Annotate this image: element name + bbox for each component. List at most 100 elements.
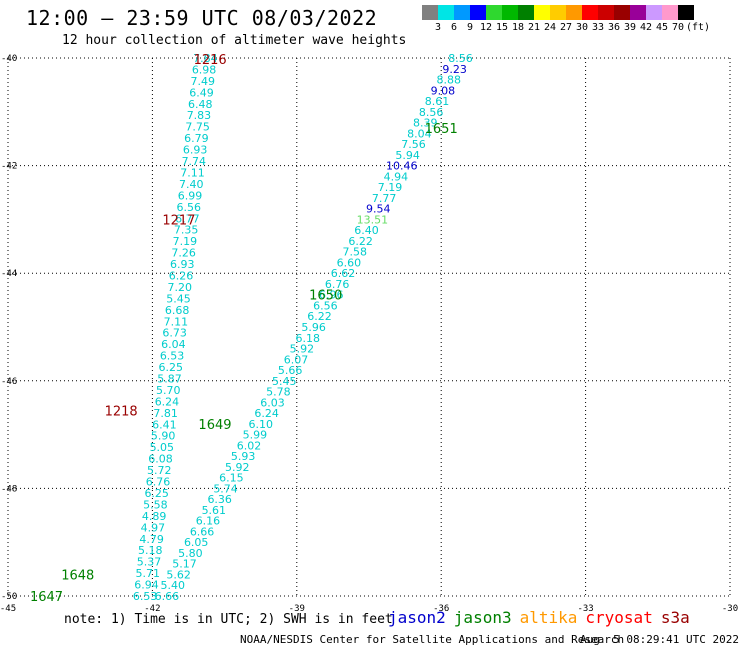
wave-height-label: 8.56 [448, 52, 473, 65]
colorbar-swatch [550, 5, 566, 20]
wave-height-label: 6.68 [165, 304, 190, 317]
colorbar-label: 33 [591, 22, 605, 33]
colorbar-label: 15 [495, 22, 509, 33]
wave-height-label: 5.45 [166, 292, 191, 305]
time-label: 1648 [61, 568, 94, 583]
y-tick-label: -46 [1, 377, 17, 387]
wave-height-label: 6.03 [260, 396, 285, 409]
wave-height-label: 7.49 [191, 75, 216, 88]
wave-height-label: 6.25 [144, 487, 169, 500]
mission-legend-item: cryosat [585, 608, 653, 627]
wave-height-label: 6.60 [337, 256, 362, 269]
wave-height-label: 9.08 [431, 84, 456, 97]
wave-height-label: 6.53 [160, 350, 185, 363]
wave-height-label: 7.19 [173, 235, 198, 248]
wave-height-label: 6.40 [354, 224, 379, 237]
wave-height-label: 6.93 [170, 258, 195, 271]
wave-height-label: 6.56 [313, 299, 338, 312]
wave-height-label: 5.18 [138, 544, 163, 557]
time-label: 1647 [30, 590, 63, 605]
colorbar-label: 21 [527, 22, 541, 33]
colorbar-swatch [678, 5, 694, 20]
axis-tick-labels: -45 -42 -39 -36 -33 -30 -40 -42 -44 -46 -48 -50 [0, 54, 738, 614]
wave-height-label: 6.76 [325, 278, 350, 291]
colorbar-label: 9 [466, 22, 474, 33]
colorbar-swatch [614, 5, 630, 20]
wave-height-label: 5.90 [151, 430, 176, 443]
wave-height-label: 6.94 [134, 579, 159, 592]
mission-legend-item: altika [519, 608, 578, 627]
wave-height-label: 6.62 [331, 267, 356, 280]
colorbar-label: 70 [671, 22, 685, 33]
wave-height-label: 6.49 [189, 86, 214, 99]
wave-height-label: 6.24 [254, 407, 279, 420]
wave-height-label: 6.66 [155, 590, 180, 603]
wave-height-label: 5.96 [301, 321, 326, 334]
wave-height-label: 5.62 [166, 568, 191, 581]
wave-height-label: 7.58 [343, 246, 368, 259]
wave-height-label: 6.66 [190, 525, 215, 538]
colorbar-label: 36 [607, 22, 621, 33]
y-tick-label: -50 [1, 592, 17, 602]
x-tick-label: -30 [722, 604, 738, 614]
colorbar-swatch [454, 5, 470, 20]
wave-height-label: 9.54 [366, 203, 391, 216]
wave-height-label: 7.75 [185, 121, 210, 134]
colorbar-label: 18 [511, 22, 525, 33]
wave-height-label: 7.40 [179, 178, 204, 191]
wave-height-label: 5.40 [160, 579, 185, 592]
colorbar-swatch [470, 5, 486, 20]
wave-height-label: 6.53 [133, 590, 158, 603]
wave-height-label: 5.74 [213, 482, 238, 495]
wave-height-points: 6.536.945.715.375.184.794.974.895.586.25… [133, 52, 473, 603]
wave-height-label: 6.73 [162, 327, 187, 340]
x-tick-label: -42 [144, 604, 160, 614]
wave-height-label: 5.37 [137, 556, 162, 569]
wave-height-label: 5.94 [395, 149, 420, 162]
grid-lines [7, 57, 731, 597]
wave-height-label: 7.77 [372, 192, 397, 205]
wave-height-label: 6.22 [307, 310, 332, 323]
wave-height-label: 6.15 [219, 472, 244, 485]
wave-height-label: 8.39 [413, 117, 438, 130]
colorbar-label: 3 [434, 22, 442, 33]
wave-height-label: 5.71 [135, 567, 160, 580]
time-label: 1650 [309, 289, 342, 304]
wave-height-label: 7.11 [180, 166, 205, 179]
wave-height-label: 5.72 [147, 464, 172, 477]
mission-legend-item: s3a [660, 608, 690, 627]
mission-legend-item: jason2 [388, 608, 446, 627]
colorbar [422, 5, 694, 20]
y-tick-label: -40 [1, 54, 17, 64]
wave-height-label: 6.16 [196, 515, 221, 528]
colorbar-label: (ft) [686, 22, 711, 33]
wave-height-label: 5.92 [225, 461, 250, 474]
time-label: 1217 [162, 213, 195, 228]
wave-height-label: 13.51 [357, 213, 389, 226]
wave-height-label: 7.11 [164, 315, 189, 328]
wave-height-label: 5.93 [231, 450, 256, 463]
wave-height-label: 5.99 [243, 429, 268, 442]
wave-height-label: 8.61 [425, 95, 450, 108]
wave-height-label: 6.22 [348, 235, 373, 248]
colorbar-label: 12 [479, 22, 493, 33]
chart-title: 12:00 – 23:59 UTC 08/03/2022 [26, 6, 378, 30]
colorbar-swatch [630, 5, 646, 20]
wave-height-label: 4.97 [141, 521, 166, 534]
colorbar-swatch [646, 5, 662, 20]
wave-height-label: 6.10 [249, 418, 274, 431]
colorbar-label: 45 [655, 22, 669, 33]
wave-height-label: 9.23 [442, 63, 467, 76]
wave-height-label: 5.66 [278, 364, 303, 377]
wave-height-label: 6.93 [183, 144, 208, 157]
x-tick-label: -36 [433, 604, 449, 614]
wave-height-label: 4.89 [142, 510, 167, 523]
wave-height-label: 6.25 [159, 361, 184, 374]
wave-height-label: 6.77 [175, 212, 200, 225]
wave-height-label: 6.24 [155, 395, 180, 408]
wave-height-label: 10.46 [386, 160, 418, 173]
note-text: note: 1) Time is in UTC; 2) SWH is in fe… [64, 612, 393, 627]
wave-height-label: 5.92 [290, 343, 315, 356]
colorbar-label: 42 [639, 22, 653, 33]
